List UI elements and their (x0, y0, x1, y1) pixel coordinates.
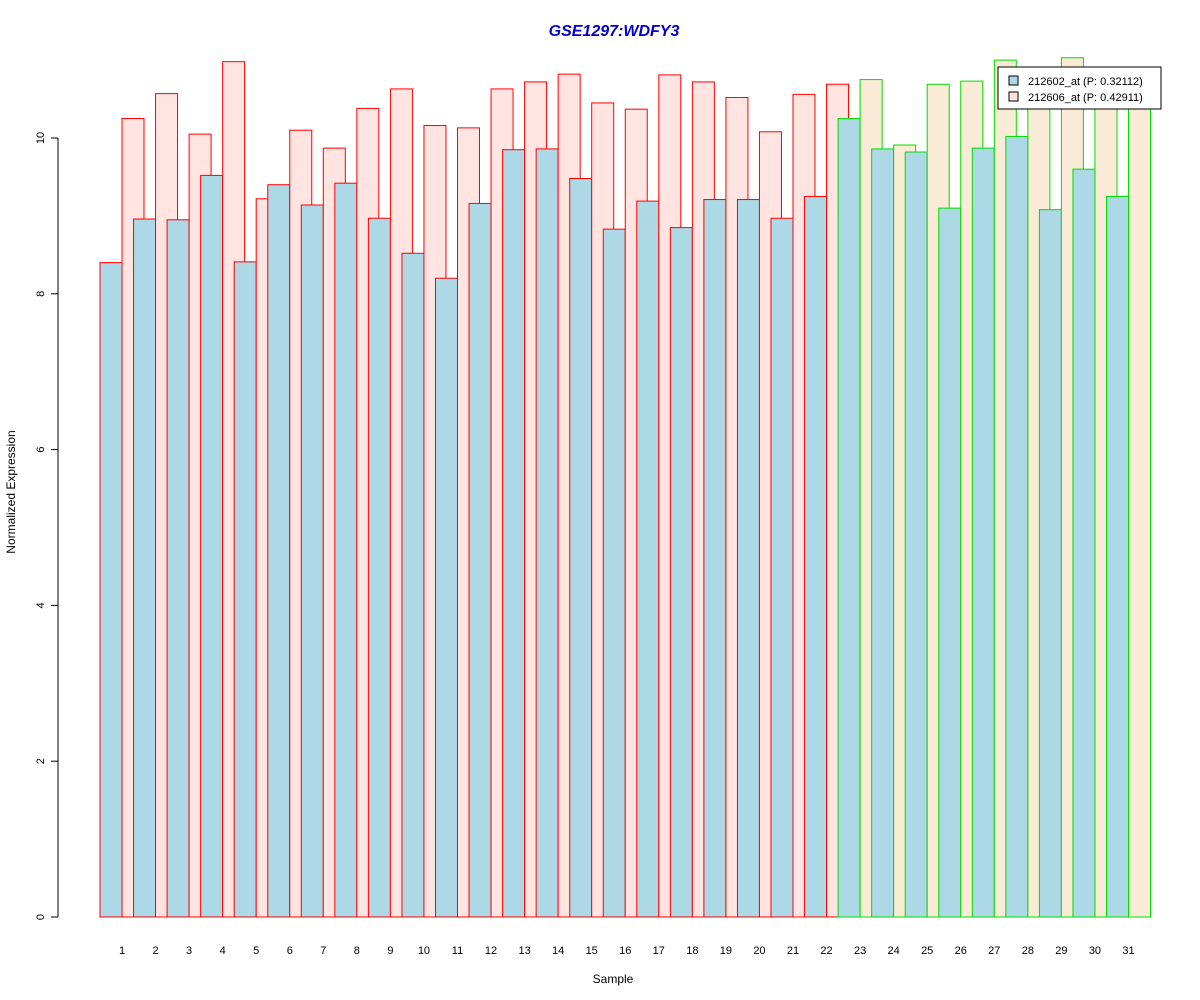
x-axis-tick-labels: 1 2 3 4 5 6 7 8 9 10 11 12 13 14 15 16 17 18 19 20 21 22 23 24 2… (119, 945, 1135, 957)
y-axis: 0 2 4 6 8 10 (35, 132, 59, 920)
y-tick-label: 10 (35, 132, 47, 144)
bar-series-1-sample-16 (602, 228, 626, 918)
x-tick-label: 16 (619, 945, 631, 957)
x-tick-label: 18 (686, 945, 698, 957)
x-tick-label: 10 (418, 945, 430, 957)
bar-series-1-sample-24 (871, 148, 895, 918)
legend-swatch-series-2 (1008, 91, 1019, 102)
bar-series-1-sample-9 (367, 217, 391, 918)
x-tick-label: 22 (820, 945, 832, 957)
x-tick-label: 20 (753, 945, 765, 957)
x-tick-label: 5 (253, 945, 259, 957)
x-tick-label: 12 (485, 945, 497, 957)
y-axis-label: Normalized Expression (4, 430, 18, 553)
x-tick-label: 9 (387, 945, 393, 957)
bar-series-1-sample-28 (1005, 135, 1029, 918)
x-tick-label: 4 (220, 945, 226, 957)
x-tick-label: 23 (854, 945, 866, 957)
y-tick-label: 6 (35, 447, 47, 453)
bar-series-1-sample-30 (1072, 168, 1096, 918)
legend-box (997, 66, 1162, 110)
bar-series-1-sample-11 (435, 277, 458, 918)
bar-series-1-sample-26 (938, 207, 962, 918)
x-tick-label: 14 (552, 945, 564, 957)
bar-series-1-sample-25 (904, 151, 928, 918)
y-tick-label: 8 (35, 291, 47, 297)
y-tick-label: 2 (35, 758, 47, 764)
bar-series-1-sample-23 (837, 118, 861, 918)
bar-series-1-sample-10 (401, 252, 425, 918)
x-tick-label: 29 (1055, 945, 1067, 957)
x-tick-label: 1 (119, 945, 125, 957)
bars-layer (99, 57, 1151, 918)
bar-series-1-sample-1 (99, 262, 123, 918)
x-tick-label: 15 (586, 945, 598, 957)
bar-series-1-sample-4 (200, 174, 224, 918)
x-tick-label: 24 (888, 945, 900, 957)
x-tick-label: 11 (452, 945, 463, 957)
x-tick-label: 25 (921, 945, 933, 957)
x-tick-label: 26 (955, 945, 967, 957)
legend-label-series-1: 212602_at (P: 0.32112) (1028, 76, 1143, 88)
legend: 212602_at (P: 0.32112) 212606_at (P: 0.4… (997, 66, 1162, 110)
x-tick-label: 3 (186, 945, 192, 957)
y-tick-label: 0 (35, 914, 47, 920)
legend-swatch-series-1 (1008, 75, 1019, 86)
bar-series-1-sample-19 (703, 199, 727, 918)
bar-series-1-sample-31 (1106, 195, 1129, 918)
x-axis-label: Sample (593, 972, 634, 986)
x-tick-label: 31 (1122, 945, 1134, 957)
x-tick-label: 7 (320, 945, 326, 957)
x-tick-label: 19 (720, 945, 732, 957)
bar-series-1-sample-22 (804, 195, 828, 918)
x-tick-label: 17 (653, 945, 665, 957)
bar-series-1-sample-12 (468, 202, 492, 918)
x-tick-label: 13 (518, 945, 530, 957)
x-tick-label: 27 (988, 945, 1000, 957)
y-tick-label: 4 (35, 602, 47, 608)
bar-series-1-sample-17 (636, 200, 660, 918)
legend-label-series-2: 212606_at (P: 0.42911) (1028, 92, 1143, 104)
bar-series-2-sample-31 (1128, 95, 1151, 918)
x-tick-label: 28 (1022, 945, 1034, 957)
bar-series-1-sample-5 (233, 261, 257, 918)
bar-series-1-sample-20 (736, 199, 760, 918)
bar-series-1-sample-15 (569, 178, 593, 918)
x-tick-label: 8 (354, 945, 360, 957)
x-tick-label: 30 (1089, 945, 1101, 957)
bar-series-1-sample-21 (770, 217, 794, 918)
bar-series-1-sample-27 (971, 147, 995, 918)
bar-series-1-sample-29 (1038, 209, 1062, 918)
bar-series-1-sample-2 (133, 218, 157, 918)
bar-series-1-sample-13 (502, 149, 526, 918)
bar-series-1-sample-3 (166, 219, 190, 918)
bar-series-1-sample-14 (535, 148, 559, 918)
bar-series-1-sample-8 (334, 182, 358, 918)
chart-title: GSE1297:WDFY3 (549, 23, 680, 40)
x-tick-label: 21 (787, 945, 799, 957)
bar-series-1-sample-6 (267, 184, 291, 918)
bar-series-1-sample-18 (669, 227, 693, 918)
x-tick-label: 6 (287, 945, 293, 957)
bar-series-1-sample-7 (300, 204, 324, 918)
x-tick-label: 2 (152, 945, 158, 957)
